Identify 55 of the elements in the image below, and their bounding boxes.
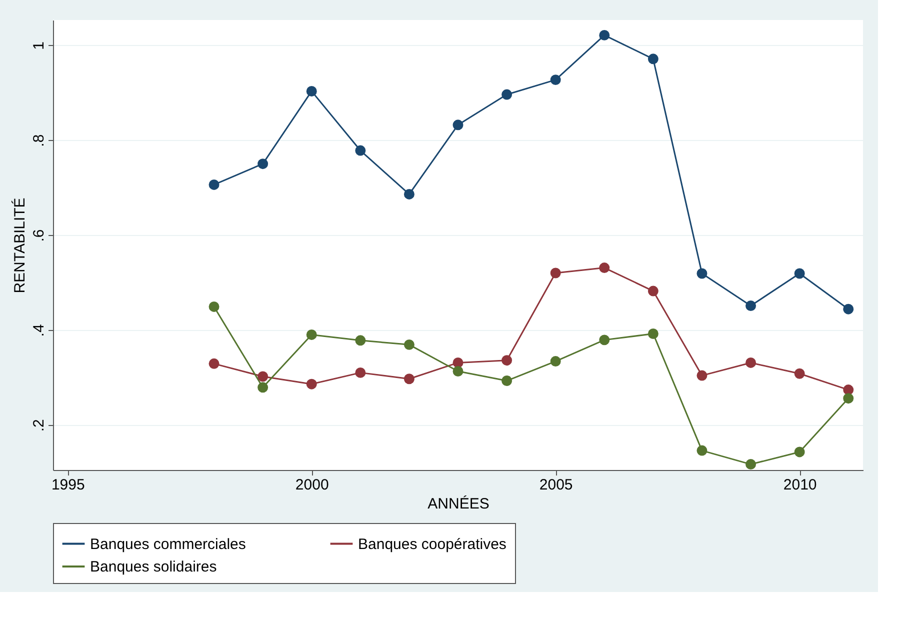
point: [502, 89, 512, 100]
point: [843, 304, 854, 314]
point: [258, 158, 268, 170]
point: [599, 262, 610, 274]
point: [404, 374, 414, 384]
point: [355, 367, 366, 378]
point: [306, 86, 317, 96]
point: [306, 329, 317, 340]
point: [208, 179, 220, 190]
point: [550, 268, 561, 278]
x-tick-label: 2000: [295, 476, 329, 494]
point: [794, 268, 805, 279]
point: [452, 366, 464, 376]
point: [648, 328, 658, 339]
point: [794, 368, 805, 379]
point: [843, 393, 854, 404]
y-tick-label: .6: [30, 229, 48, 242]
point: [258, 371, 268, 382]
y-tick-label: 1: [30, 41, 48, 50]
point: [696, 268, 708, 279]
y-axis-title: RENTABILITÉ: [10, 198, 28, 294]
x-tick-label: 2010: [783, 476, 817, 494]
point: [502, 355, 512, 366]
point: [696, 445, 708, 456]
point: [599, 334, 610, 346]
point: [550, 74, 561, 86]
point: [794, 446, 805, 458]
x-axis-title: ANNÉES: [428, 494, 490, 512]
legend-label: Banques coopératives: [358, 536, 506, 553]
point: [355, 145, 366, 156]
point: [696, 370, 708, 381]
point: [404, 339, 414, 350]
point: [306, 378, 317, 390]
y-tick-label: .8: [30, 134, 48, 147]
point: [258, 382, 268, 393]
y-tick-label: .4: [30, 324, 48, 337]
point: [502, 376, 512, 386]
point: [404, 188, 414, 200]
legend-label: Banques commerciales: [90, 536, 246, 553]
point: [599, 30, 610, 40]
point: [355, 335, 366, 346]
x-tick-label: 2005: [539, 476, 573, 494]
legend-label: Banques solidaires: [90, 558, 217, 576]
point: [746, 459, 756, 470]
point: [648, 286, 658, 296]
point: [746, 357, 756, 368]
point: [746, 300, 756, 311]
point: [208, 358, 220, 369]
point: [648, 54, 658, 64]
point: [452, 120, 464, 130]
y-tick-label: .2: [30, 419, 48, 432]
point: [550, 356, 561, 367]
point: [843, 384, 854, 396]
x-tick-label: 1995: [51, 476, 85, 494]
point: [208, 301, 220, 312]
